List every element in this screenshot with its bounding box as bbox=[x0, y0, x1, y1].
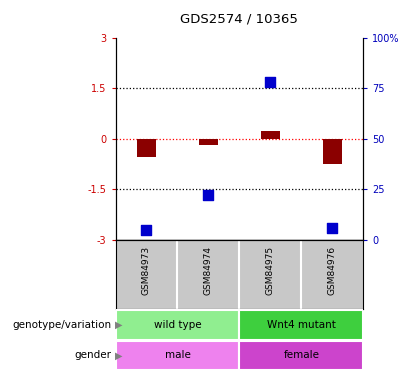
Text: Wnt4 mutant: Wnt4 mutant bbox=[267, 320, 336, 330]
Text: ▶: ▶ bbox=[115, 320, 123, 330]
Bar bbox=[261, 131, 280, 139]
Bar bbox=[323, 139, 341, 164]
Bar bbox=[137, 139, 156, 158]
Point bbox=[205, 192, 212, 198]
Bar bbox=[116, 341, 239, 370]
Text: male: male bbox=[165, 351, 190, 360]
Text: wild type: wild type bbox=[154, 320, 201, 330]
Text: genotype/variation: genotype/variation bbox=[12, 320, 111, 330]
Text: GSM84973: GSM84973 bbox=[142, 246, 151, 295]
Bar bbox=[239, 310, 363, 339]
Text: GSM84976: GSM84976 bbox=[328, 246, 337, 295]
Text: gender: gender bbox=[74, 351, 111, 360]
Point bbox=[329, 225, 336, 231]
Point bbox=[267, 79, 274, 85]
Bar bbox=[199, 139, 218, 145]
Text: ▶: ▶ bbox=[115, 351, 123, 360]
Bar bbox=[116, 310, 239, 339]
Text: GDS2574 / 10365: GDS2574 / 10365 bbox=[181, 12, 298, 25]
Text: GSM84974: GSM84974 bbox=[204, 246, 213, 294]
Text: GSM84975: GSM84975 bbox=[266, 246, 275, 295]
Point bbox=[143, 227, 150, 233]
Text: female: female bbox=[284, 351, 319, 360]
Bar bbox=[239, 341, 363, 370]
